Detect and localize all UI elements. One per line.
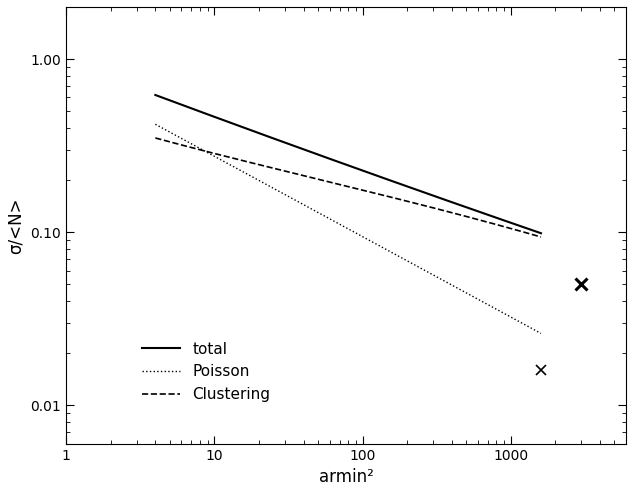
Clustering	[381, 193, 389, 199]
Line: Clustering: Clustering	[155, 138, 541, 237]
X-axis label: armin²: armin²	[318, 468, 373, 486]
Poisson	[477, 298, 484, 304]
Clustering	[387, 194, 395, 200]
total	[501, 218, 509, 224]
Poisson	[380, 245, 387, 251]
Poisson	[151, 121, 159, 127]
total	[387, 178, 395, 184]
total	[381, 176, 389, 181]
Poisson	[387, 249, 395, 255]
Poisson	[381, 246, 389, 252]
Clustering	[151, 135, 159, 141]
Poisson	[501, 311, 509, 317]
total	[537, 230, 545, 236]
Clustering	[537, 234, 545, 240]
Poisson	[537, 330, 545, 336]
Y-axis label: σ/<N>: σ/<N>	[7, 197, 25, 253]
Clustering	[501, 224, 509, 230]
total	[151, 92, 159, 98]
Line: total: total	[155, 95, 541, 233]
total	[153, 93, 160, 99]
total	[380, 175, 387, 181]
Poisson	[153, 122, 160, 128]
Legend: total, Poisson, Clustering: total, Poisson, Clustering	[130, 329, 282, 414]
total	[477, 209, 484, 215]
Clustering	[153, 136, 160, 141]
Clustering	[380, 192, 387, 198]
Clustering	[477, 217, 484, 223]
Line: Poisson: Poisson	[155, 124, 541, 333]
